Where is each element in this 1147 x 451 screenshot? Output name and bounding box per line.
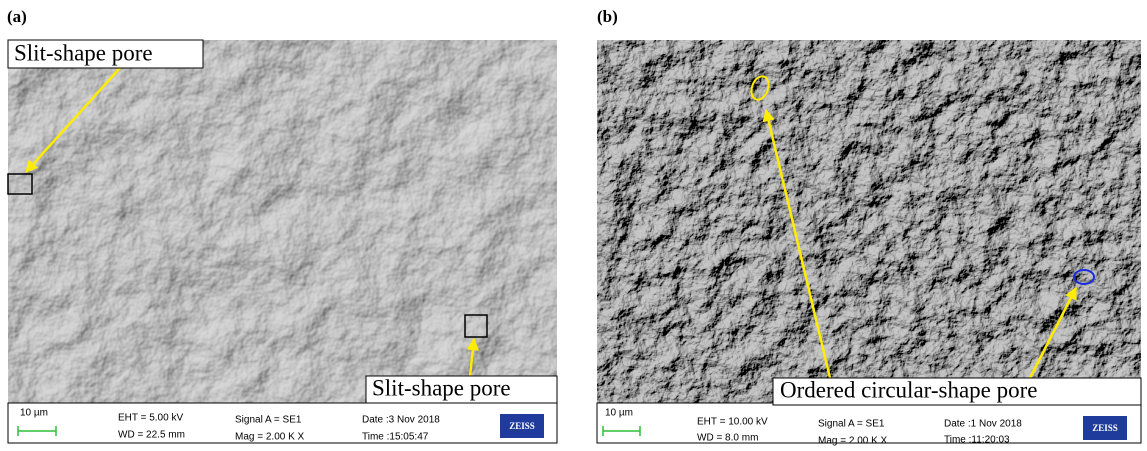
signal: Signal A = SE1 [818, 419, 885, 430]
annotation: Slit-shape pore [14, 40, 153, 65]
wd: WD = 8.0 mm [697, 433, 758, 444]
annotation: Ordered circular-shape pore [780, 377, 1038, 402]
panel-label: (a) [7, 7, 27, 26]
panel-label: (b) [597, 7, 618, 26]
signal: Signal A = SE1 [235, 415, 302, 426]
time: Time :11:20:03 [944, 435, 1010, 446]
wd: WD = 22.5 mm [118, 430, 185, 441]
figure: (a) Slit-shape pore Slit-shape pore 10 µ… [0, 0, 1147, 451]
eht: EHT = 10.00 kV [697, 417, 768, 428]
mag: Mag = 2.00 K X [818, 436, 888, 447]
logo: ZEISS [509, 421, 535, 431]
sem-image [597, 40, 1141, 403]
sem-image [8, 40, 557, 403]
date: Date :3 Nov 2018 [362, 415, 440, 426]
annotation: Slit-shape pore [372, 375, 511, 400]
date: Date :1 Nov 2018 [944, 419, 1022, 430]
scale-label: 10 µm [20, 408, 48, 419]
time: Time :15:05:47 [362, 432, 429, 443]
mag: Mag = 2.00 K X [235, 432, 305, 443]
eht: EHT = 5.00 kV [118, 413, 183, 424]
logo: ZEISS [1092, 423, 1118, 433]
scale-label: 10 µm [605, 408, 633, 419]
